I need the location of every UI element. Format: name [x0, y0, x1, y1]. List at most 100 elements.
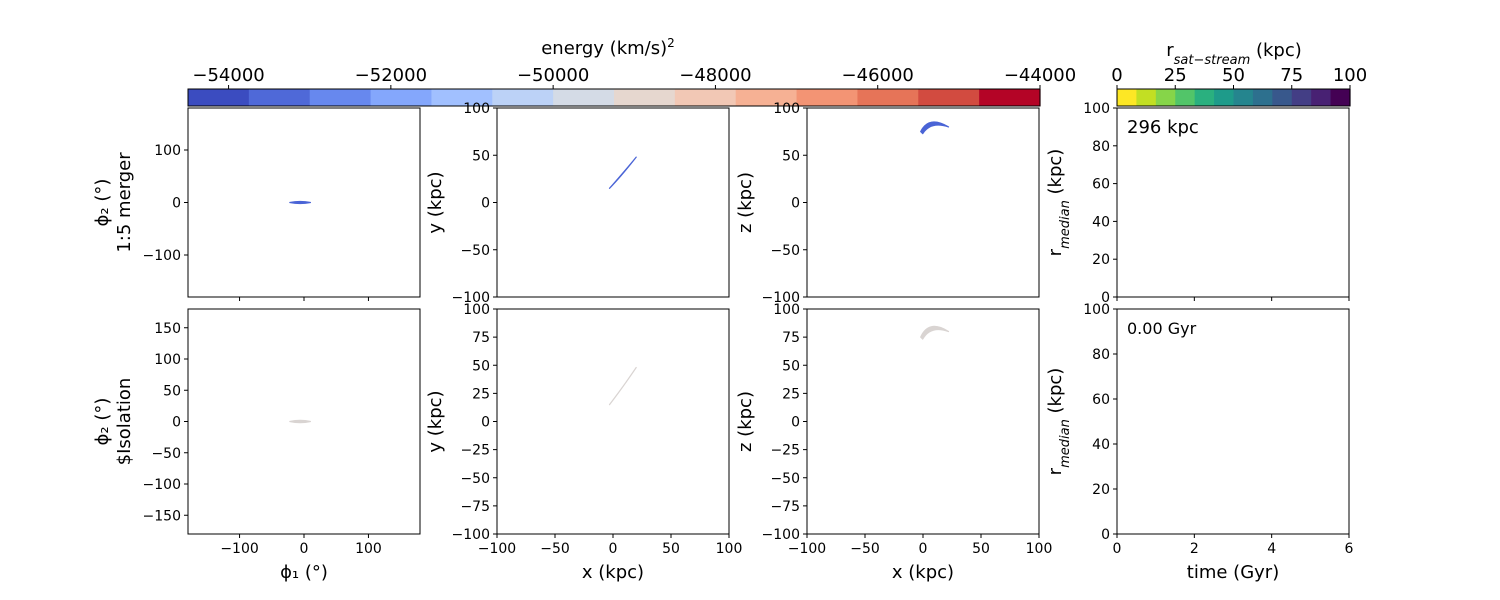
- y-tick-label: −100: [452, 527, 490, 543]
- y-tick-label: −100: [143, 477, 181, 493]
- y-tick-label: 50: [163, 383, 181, 399]
- energy-colorbar-segment: [796, 89, 859, 106]
- y-tick-label: −100: [143, 248, 181, 264]
- stream-particles: [289, 200, 312, 205]
- y-tick-label: 60: [1092, 177, 1110, 193]
- rsat-colorbar-segment: [1214, 89, 1235, 106]
- x-tick-label: 0: [919, 541, 928, 557]
- y-axis-label: ϕ₂ (°): [92, 398, 113, 446]
- rsat-colorbar-tick-label: 75: [1280, 65, 1303, 86]
- x-axis-label: time (Gyr): [1187, 562, 1279, 583]
- y-tick-label: 50: [472, 148, 490, 164]
- rsat-colorbar-segment: [1330, 89, 1351, 106]
- axes-frame: [496, 107, 730, 298]
- rsat-colorbar-segment: [1311, 89, 1332, 106]
- energy-colorbar-tick-label: −44000: [1004, 65, 1076, 86]
- x-tick-label: 50: [662, 541, 680, 557]
- y-tick-label: 40: [1092, 214, 1110, 230]
- y-tick-label: 100: [773, 101, 800, 117]
- y-axis-label: z (kpc): [735, 391, 756, 452]
- y-axis-label: rmedian (kpc): [1045, 149, 1073, 257]
- y-tick-label: 100: [1083, 101, 1110, 117]
- y-axis-label-subscript: median: [1058, 200, 1073, 249]
- row-label: $Isolation: [114, 378, 135, 466]
- energy-colorbar-tick-label: −52000: [355, 65, 427, 86]
- y-tick-label: 100: [154, 352, 181, 368]
- axes-frame: [1116, 308, 1350, 535]
- x-axis-label: x (kpc): [582, 562, 644, 583]
- y-tick-label: 75: [472, 330, 490, 346]
- rsat-colorbar-tick-label: 25: [1164, 65, 1187, 86]
- panel-row2-xy: −100 −75 −50 −25 0 25 50 75 100 −100 −50 0 50 100 x (k…: [425, 302, 742, 583]
- y-tick-label: 0: [791, 196, 800, 212]
- x-tick-label: 0: [1113, 541, 1122, 557]
- energy-colorbar-segment: [614, 89, 676, 106]
- axes-frame: [496, 308, 730, 535]
- rsat-colorbar-label-unit: (kpc): [1250, 40, 1302, 61]
- y-tick-label: 20: [1092, 482, 1110, 498]
- y-tick-label: 60: [1092, 392, 1110, 408]
- y-tick-label: 80: [1092, 347, 1110, 363]
- y-tick-label: 25: [782, 386, 800, 402]
- energy-colorbar-tick-label: −54000: [192, 65, 264, 86]
- y-tick-label: 0: [481, 196, 490, 212]
- energy-colorbar-segment: [492, 89, 554, 106]
- y-tick-label: 100: [773, 302, 800, 318]
- y-tick-label: −100: [762, 290, 800, 306]
- x-tick-label: 100: [1026, 541, 1053, 557]
- y-tick-label: −100: [452, 290, 490, 306]
- energy-colorbar-tick-label: −48000: [679, 65, 751, 86]
- y-tick-label: 0: [791, 415, 800, 431]
- y-tick-label: 0: [172, 196, 181, 212]
- rsat-colorbar-label: rsat−stream (kpc): [1166, 40, 1302, 68]
- rsat-colorbar-tick-label: 0: [1111, 65, 1122, 86]
- y-tick-label: 100: [463, 101, 490, 117]
- x-tick-label: 4: [1267, 541, 1276, 557]
- energy-colorbar-segment: [431, 89, 493, 106]
- y-tick-label: 100: [463, 302, 490, 318]
- row-label: 1:5 merger: [114, 152, 135, 253]
- x-tick-label: 100: [355, 541, 382, 557]
- y-tick-label: −75: [460, 499, 490, 515]
- energy-colorbar-segment: [553, 89, 615, 106]
- rsat-colorbar: 0 25 50 75 100 rsat−stream (kpc): [1111, 40, 1367, 107]
- axes-frame: [806, 107, 1040, 298]
- y-axis-label: rmedian (kpc): [1045, 368, 1073, 476]
- y-tick-label: 100: [1083, 302, 1110, 318]
- y-tick-label: −100: [762, 527, 800, 543]
- x-axis-label: ϕ₁ (°): [280, 562, 328, 583]
- y-tick-label: −25: [770, 443, 800, 459]
- x-tick-label: 100: [716, 541, 743, 557]
- energy-colorbar-segment: [188, 89, 250, 106]
- y-tick-label: −25: [460, 443, 490, 459]
- y-axis-label: z (kpc): [735, 172, 756, 233]
- energy-colorbar-segment: [248, 89, 311, 106]
- panel-row1-phi: −100 0 100 ϕ₂ (°) 1:5 merger: [92, 107, 421, 301]
- energy-colorbar-tick-label: −50000: [517, 65, 589, 86]
- panel-row1-xy: −100 −50 0 50 100 y (kpc): [425, 101, 730, 306]
- panel-annotation: 0.00 Gyr: [1127, 319, 1197, 338]
- y-tick-label: 100: [154, 143, 181, 159]
- panel-row2-rmedian: 0 20 40 60 80 100 0 2 4 6 time (Gyr) rmedian (kpc) 0…: [1045, 302, 1354, 583]
- rsat-colorbar-segment: [1233, 89, 1254, 106]
- energy-colorbar-segment: [370, 89, 433, 106]
- y-tick-label: −75: [770, 499, 800, 515]
- y-tick-label: 50: [472, 358, 490, 374]
- x-tick-label: −100: [220, 541, 258, 557]
- y-tick-label: 20: [1092, 252, 1110, 268]
- energy-colorbar: −54000 −52000 −50000 −48000 −46000 −44000 ener…: [187, 36, 1076, 107]
- panel-row2-phi: −150 −100 −50 0 50 100 150 −100 0 100 ϕ₁ (°) ϕ₂ (°)…: [92, 308, 421, 583]
- stream-particles: [608, 366, 637, 406]
- stream-particles: [608, 156, 637, 189]
- rsat-colorbar-segment: [1155, 89, 1176, 106]
- rsat-colorbar-segment: [1272, 89, 1293, 106]
- energy-colorbar-frame: [187, 88, 1041, 107]
- rsat-colorbar-segment: [1117, 89, 1138, 106]
- rsat-colorbar-segment: [1252, 89, 1273, 106]
- energy-colorbar-tick-label: −46000: [842, 65, 914, 86]
- panel-row1-xz: −100 −50 0 50 100 z (kpc): [735, 101, 1040, 306]
- y-tick-label: 75: [782, 330, 800, 346]
- x-tick-label: 6: [1345, 541, 1354, 557]
- energy-colorbar-segment: [979, 89, 1041, 106]
- rsat-colorbar-label-subscript: sat−stream: [1174, 53, 1251, 68]
